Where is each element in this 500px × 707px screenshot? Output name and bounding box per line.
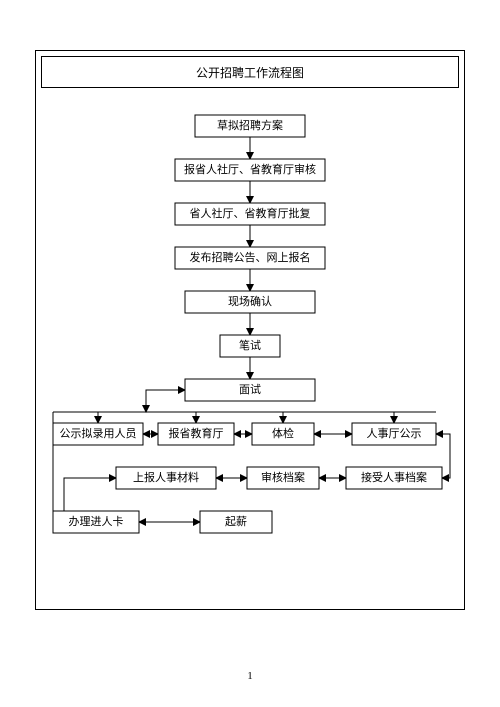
node-label: 面试	[239, 383, 261, 396]
node-label: 公示拟录用人员	[60, 426, 137, 440]
node-label: 笔试	[239, 338, 261, 352]
page-number: 1	[0, 670, 500, 682]
flowchart-svg: 草拟招聘方案报省人社厅、省教育厅审核省人社厅、省教育厅批复发布招聘公告、网上报名…	[36, 96, 464, 606]
node-label: 起薪	[225, 515, 247, 528]
node-label: 报省人社厅、省教育厅审核	[184, 162, 316, 176]
node-label: 人事厅公示	[367, 427, 422, 440]
node-label: 体检	[272, 426, 294, 440]
title-text: 公开招聘工作流程图	[196, 64, 304, 81]
node-label: 草拟招聘方案	[217, 118, 283, 132]
node-label: 审核档案	[261, 470, 305, 484]
node-label: 接受人事档案	[361, 470, 427, 484]
node-label: 现场确认	[228, 294, 272, 308]
page-frame: 公开招聘工作流程图 草拟招聘方案报省人社厅、省教育厅审核省人社厅、省教育厅批复发…	[35, 50, 465, 610]
node-label: 报省教育厅	[169, 426, 224, 440]
node-label: 省人社厅、省教育厅批复	[190, 206, 311, 220]
node-label: 上报人事材料	[133, 470, 199, 484]
edge	[146, 390, 185, 412]
diagram-title: 公开招聘工作流程图	[41, 56, 459, 88]
flowchart-canvas: 草拟招聘方案报省人社厅、省教育厅审核省人社厅、省教育厅批复发布招聘公告、网上报名…	[36, 96, 464, 606]
node-label: 发布招聘公告、网上报名	[190, 250, 311, 264]
node-label: 办理进人卡	[69, 515, 124, 528]
